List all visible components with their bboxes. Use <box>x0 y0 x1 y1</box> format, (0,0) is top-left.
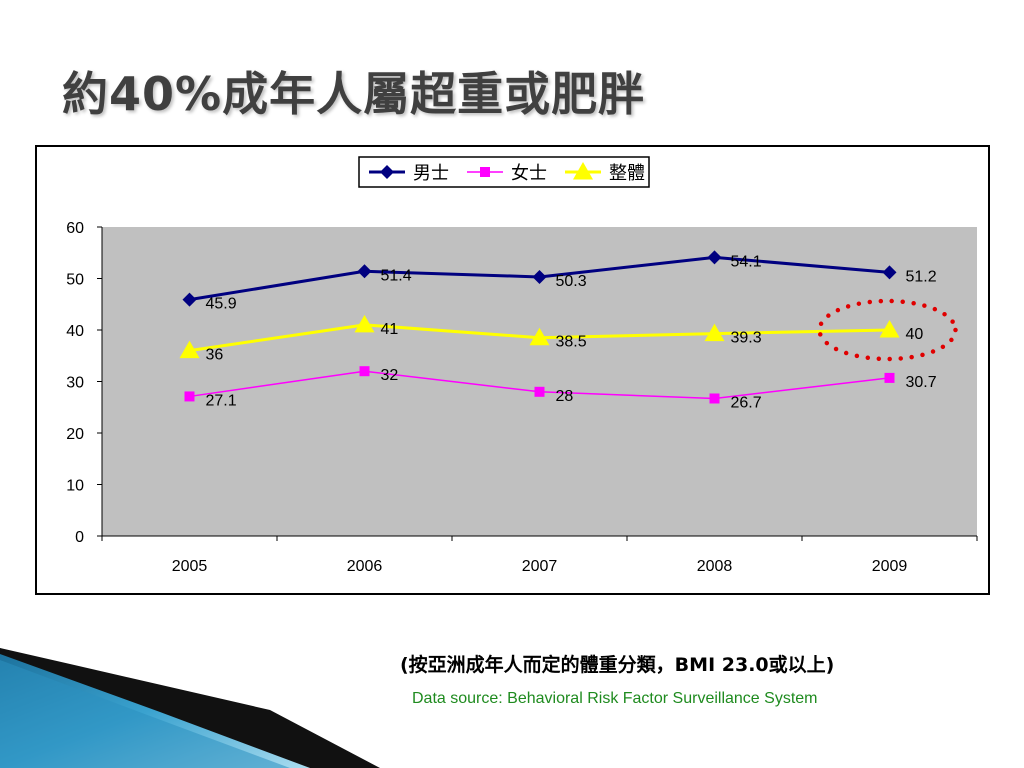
data-point <box>179 340 200 359</box>
data-label: 27.1 <box>206 392 237 409</box>
data-point <box>357 264 372 279</box>
chart-axes: 0 10 20 30 40 50 60 2005 2006 2007 2008 2009 <box>66 220 978 575</box>
data-point <box>882 265 897 280</box>
weight-classification-note: (按亞洲成年人而定的體重分類，BMI 23.0或以上) <box>400 654 835 676</box>
data-label: 32 <box>381 367 399 384</box>
data-point <box>704 323 725 342</box>
legend-marker <box>380 165 394 179</box>
data-point <box>359 366 370 377</box>
x-tick-label: 2005 <box>172 558 208 575</box>
x-tick-label: 2006 <box>347 558 383 575</box>
data-source-note: Data source: Behavioral Risk Factor Surv… <box>412 690 818 707</box>
data-label: 51.4 <box>381 267 412 284</box>
data-point <box>354 314 375 333</box>
data-label: 50.3 <box>556 273 587 290</box>
data-point <box>709 393 720 404</box>
data-point <box>182 292 197 307</box>
data-label: 28 <box>556 388 574 405</box>
legend-label: 女士 <box>511 163 547 183</box>
data-point <box>532 269 547 284</box>
series-2: 27.1 32 28 26.7 30.7 <box>184 366 937 411</box>
x-tick-label: 2009 <box>872 558 908 575</box>
data-point <box>529 327 550 346</box>
y-tick-label: 30 <box>66 375 84 392</box>
data-label: 36 <box>206 347 224 364</box>
data-label: 39.3 <box>731 330 762 347</box>
y-tick-label: 60 <box>66 220 84 237</box>
highlight-ellipse <box>817 298 958 362</box>
slide-title: 約40%成年人屬超重或肥胖 <box>62 67 646 121</box>
x-tick-label: 2007 <box>522 558 558 575</box>
series-1: 45.9 51.4 50.3 54.1 51.2 <box>182 250 937 313</box>
y-tick-label: 0 <box>75 529 84 546</box>
data-point <box>879 320 900 338</box>
x-tick-label: 2008 <box>697 558 733 575</box>
data-label: 54.1 <box>731 253 762 270</box>
data-point <box>184 391 195 402</box>
data-label: 45.9 <box>206 296 237 313</box>
series-3: 36 41 38.5 39.3 40 <box>179 314 924 364</box>
data-label: 41 <box>381 321 399 338</box>
line-chart: 男士 女士 整體 0 10 20 30 40 50 60 2005 2006 2007 2008 2009… <box>66 156 978 575</box>
series-layer: 36 41 38.5 39.3 40 27.1 32 28 26.7 30.7 45.9 51.4 50… <box>179 250 937 411</box>
data-label: 38.5 <box>556 334 587 351</box>
data-label: 51.2 <box>906 268 937 285</box>
data-point <box>707 250 722 265</box>
legend-label: 男士 <box>413 163 449 183</box>
y-tick-label: 40 <box>66 323 84 340</box>
y-tick-label: 10 <box>66 478 84 495</box>
legend-label: 整體 <box>609 163 645 183</box>
decorative-swoosh <box>0 648 380 768</box>
legend-marker <box>573 162 593 180</box>
data-label: 30.7 <box>906 374 937 391</box>
data-point <box>884 372 895 383</box>
data-point <box>534 386 545 397</box>
data-label: 40 <box>906 326 924 343</box>
y-tick-label: 20 <box>66 426 84 443</box>
annotation-layer <box>817 298 958 362</box>
data-label: 26.7 <box>731 394 762 411</box>
legend-marker <box>480 167 490 177</box>
y-tick-label: 50 <box>66 272 84 289</box>
chart-frame: 男士 女士 整體 0 10 20 30 40 50 60 2005 2006 2007 2008 2009… <box>35 145 990 595</box>
chart-legend: 男士 女士 整體 <box>358 156 650 188</box>
